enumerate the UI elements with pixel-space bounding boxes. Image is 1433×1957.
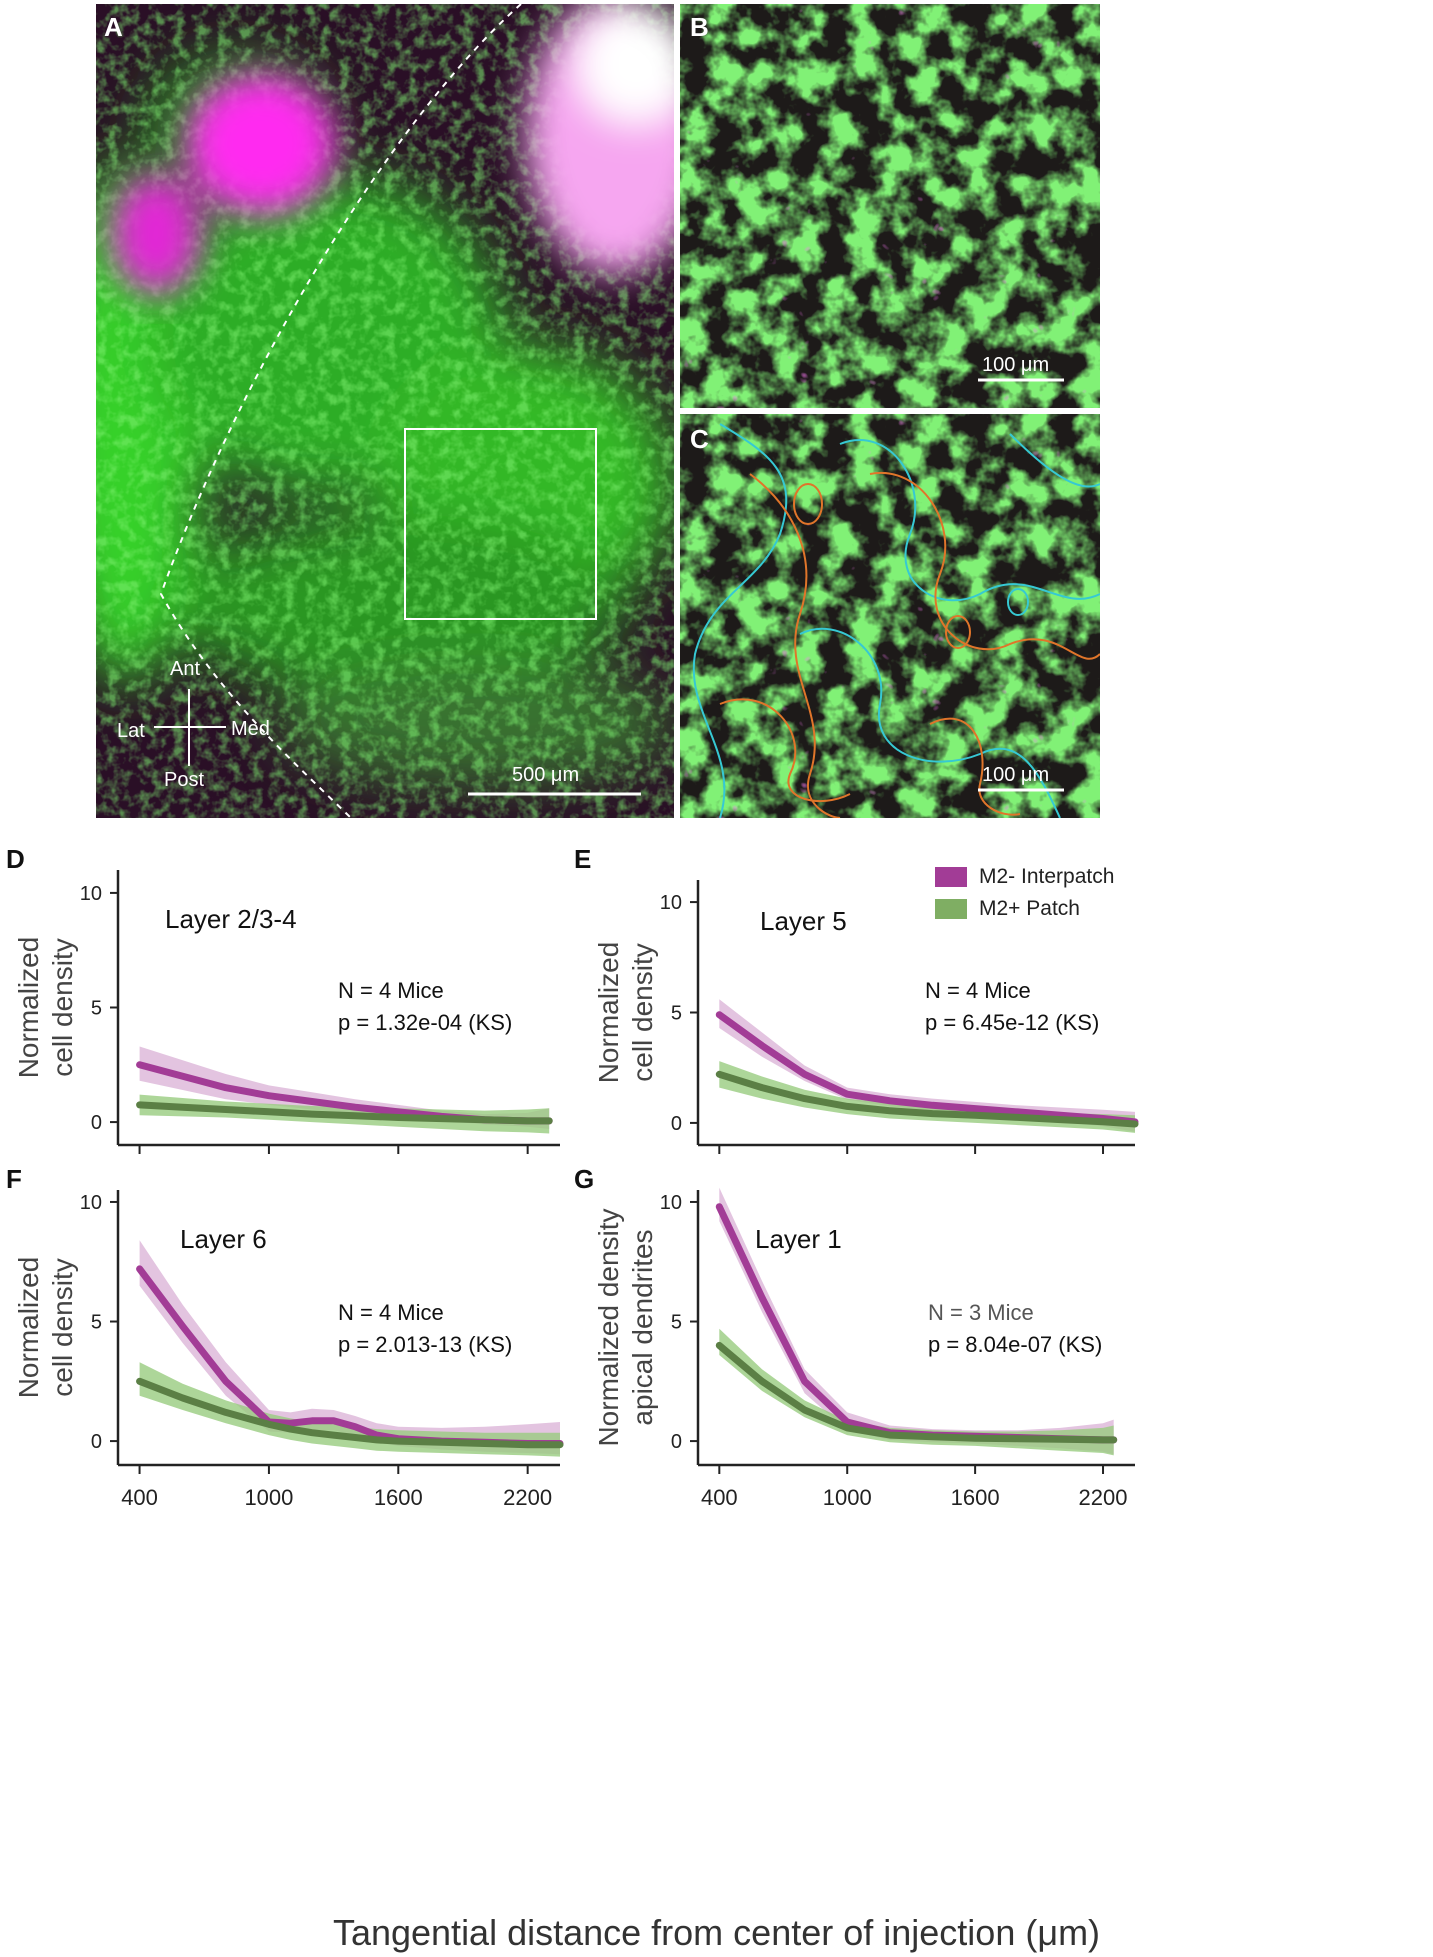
y-tick-label: 10 — [80, 1192, 102, 1214]
shared-x-axis-label: Tangential distance from center of injec… — [332, 1912, 1101, 1953]
x-tick-label: 1000 — [244, 1485, 293, 1510]
panel-letter-d: D — [6, 844, 25, 874]
panel-b-micrograph — [680, 4, 1100, 408]
chart-title: Layer 1 — [755, 1224, 842, 1254]
panel-letter-a: A — [104, 12, 123, 42]
y-axis-label: Normalized — [13, 937, 44, 1079]
series-line-patch — [715, 1341, 1118, 1444]
series-line-patch — [715, 1070, 1139, 1128]
series-line-interpatch — [715, 1011, 1139, 1126]
stats-annotation: p = 8.04e-07 (KS) — [928, 1332, 1102, 1357]
x-tick-label: 1000 — [823, 1485, 872, 1510]
chart-g: G 0 5 10 400 1000 1600 2200 Normalized density ap… — [574, 1164, 1135, 1510]
x-tick-label: 400 — [701, 1485, 738, 1510]
y-tick-label: 0 — [671, 1113, 682, 1135]
panel-c-image: C 100 μm — [680, 414, 1100, 818]
stats-annotation: p = 2.013-13 (KS) — [338, 1332, 512, 1357]
y-axis-label: Normalized — [13, 1257, 44, 1399]
y-tick-label: 10 — [660, 1192, 682, 1214]
series-line-patch — [136, 1101, 553, 1125]
chart-f: F 0 5 10 400 1000 1600 2200 Normalized cell densi… — [6, 1164, 564, 1510]
legend-swatch-interpatch — [935, 867, 967, 887]
y-tick-label: 5 — [671, 1003, 682, 1025]
scalebar-b-label: 100 μm — [982, 354, 1050, 376]
scalebar-c-label: 100 μm — [982, 764, 1050, 786]
chart-title: Layer 2/3-4 — [165, 904, 297, 934]
chart-title: Layer 6 — [180, 1224, 267, 1254]
y-axis-label: cell density — [47, 1258, 78, 1397]
legend-swatch-patch — [935, 899, 967, 919]
stats-annotation: p = 6.45e-12 (KS) — [925, 1010, 1099, 1035]
confidence-band-patch — [139, 1362, 560, 1457]
y-tick-label: 10 — [660, 892, 682, 914]
stats-annotation: p = 1.32e-04 (KS) — [338, 1010, 512, 1035]
stats-annotation: N = 3 Mice — [928, 1300, 1034, 1325]
x-tick-label: 1600 — [374, 1485, 423, 1510]
panel-c-micrograph — [680, 414, 1100, 818]
compass-ant: Ant — [170, 658, 201, 680]
stats-annotation: N = 4 Mice — [338, 978, 444, 1003]
y-tick-label: 0 — [91, 1431, 102, 1453]
panel-letter-e: E — [574, 844, 591, 874]
x-tick-label: 400 — [121, 1485, 158, 1510]
chart-title: Layer 5 — [760, 906, 847, 936]
x-tick-label: 2200 — [1079, 1485, 1128, 1510]
y-tick-label: 10 — [80, 883, 102, 905]
x-tick-label: 2200 — [503, 1485, 552, 1510]
panel-letter-g: G — [574, 1164, 594, 1194]
x-tick-label: 1600 — [951, 1485, 1000, 1510]
chart-e: E 0 5 10 Normalized cell density Layer 5 N = 4 … — [574, 844, 1139, 1154]
compass-lat: Lat — [117, 720, 145, 742]
compass-post: Post — [164, 769, 205, 791]
legend-label-patch: M2+ Patch — [979, 897, 1080, 920]
y-tick-label: 5 — [91, 998, 102, 1020]
panel-letter-b: B — [690, 12, 709, 42]
y-axis-label: Normalized — [593, 942, 624, 1084]
legend-item-patch: M2+ Patch — [935, 894, 1165, 924]
legend-item-interpatch: M2- Interpatch — [935, 862, 1165, 892]
y-tick-label: 5 — [91, 1312, 102, 1334]
series-line-patch — [136, 1377, 564, 1449]
compass-med: Med — [231, 718, 270, 740]
y-tick-label: 5 — [671, 1312, 682, 1334]
panel-b-image: B 100 μm — [680, 4, 1100, 408]
legend-label-interpatch: M2- Interpatch — [979, 865, 1115, 888]
panel-a-image: A Ant Post Lat Med 500 μm — [96, 4, 674, 818]
y-axis-label: cell density — [47, 938, 78, 1077]
panel-letter-f: F — [6, 1164, 22, 1194]
y-tick-label: 0 — [91, 1112, 102, 1134]
scalebar-a-label: 500 μm — [512, 764, 580, 786]
panel-a-micrograph — [96, 4, 674, 818]
chart-d: D 0 5 10 Normalized cell density Layer 2/3-4 N … — [6, 844, 560, 1154]
confidence-band-interpatch — [719, 1187, 1114, 1455]
panel-letter-c: C — [690, 424, 709, 454]
y-axis-label: apical dendrites — [627, 1229, 658, 1425]
y-tick-label: 0 — [671, 1431, 682, 1453]
stats-annotation: N = 4 Mice — [338, 1300, 444, 1325]
legend: M2- Interpatch M2+ Patch — [935, 862, 1165, 924]
stats-annotation: N = 4 Mice — [925, 978, 1031, 1003]
y-axis-label: cell density — [627, 943, 658, 1082]
y-axis-label: Normalized density — [593, 1208, 624, 1446]
